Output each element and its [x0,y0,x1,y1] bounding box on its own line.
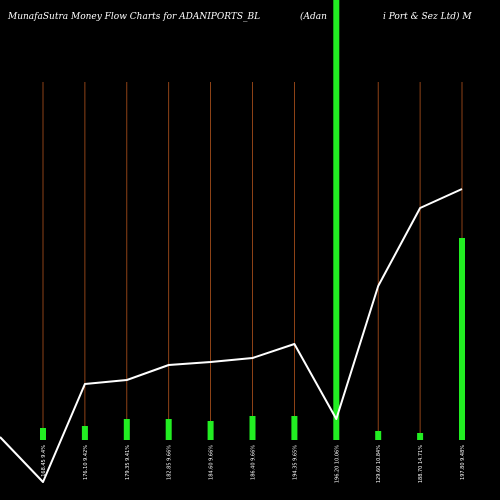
chart-title-left: MunafaSutra Money Flow Charts for ADANIP… [7,12,260,22]
x-tick-label: 188.70 14.71% [418,445,424,483]
chart-title-right: i Port & Sez Ltd) M [383,11,472,22]
line-series [0,188,463,483]
x-tick-label: 186.40 9.66% [251,445,257,480]
flow-bar [207,421,214,440]
bar-series [40,0,465,440]
x-tick-label: 194.35 9.65% [292,445,298,480]
flow-bar [291,416,298,440]
flow-bar [40,428,46,440]
flow-bar [81,426,88,440]
flow-bar [165,419,172,440]
x-tick-label: 176.10 9.42% [83,445,89,480]
x-tick-label: 129.60 10.84% [376,445,382,483]
flow-bar [123,419,130,440]
flow-bar [249,416,256,440]
x-tick-label: 182.85 9.66% [167,445,173,480]
flow-bar [375,431,382,440]
x-tick-label: 197.80 9.48% [460,445,466,480]
flow-bar [333,0,340,440]
x-tick-label: 168.45 9.4% [41,445,47,477]
chart-title-middle: (Adan [300,11,327,22]
flow-bar [459,238,465,440]
x-tick-label: 179.35 9.41% [125,445,131,480]
money-flow-line [0,188,463,483]
x-tick-label: 196.20 10.06% [334,445,340,483]
flow-bar [417,433,424,440]
x-tick-label: 184.60 9.66% [209,445,215,480]
x-tick-labels: 168.45 9.4% 176.10 9.42% 179.35 9.41% 182.8… [41,445,466,483]
